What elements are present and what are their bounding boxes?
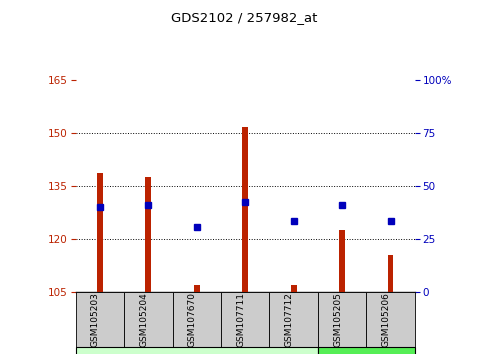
Bar xyxy=(145,177,151,292)
Text: GDS2102 / 257982_at: GDS2102 / 257982_at xyxy=(171,11,317,24)
Text: GSM105206: GSM105206 xyxy=(382,292,390,347)
Bar xyxy=(97,173,103,292)
Text: GSM105205: GSM105205 xyxy=(333,292,342,347)
Bar xyxy=(387,255,393,292)
Text: GSM107711: GSM107711 xyxy=(236,292,245,347)
Text: GSM105203: GSM105203 xyxy=(91,292,100,347)
Bar xyxy=(243,127,248,292)
Bar xyxy=(291,285,297,292)
Bar xyxy=(339,230,345,292)
Text: GSM105204: GSM105204 xyxy=(139,292,148,347)
Text: GSM107670: GSM107670 xyxy=(188,292,197,347)
Bar xyxy=(194,285,200,292)
Text: GSM107712: GSM107712 xyxy=(285,292,294,347)
